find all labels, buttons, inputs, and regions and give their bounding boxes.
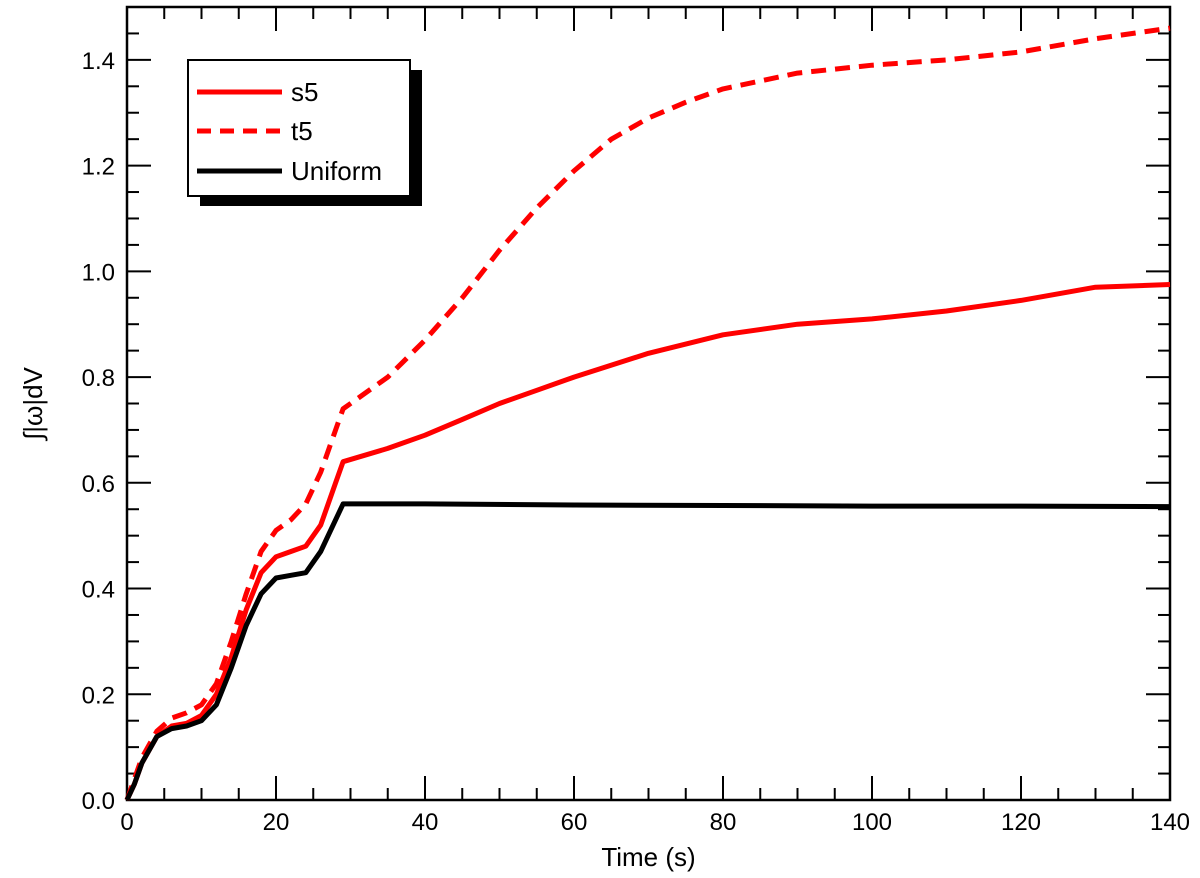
tick-labels: 0 20 40 60 80 100 120 140 0.0 0.2 0.4 0.6 0.8 1.0 1.2 1… [82,48,1190,836]
y-tick-label: 1.0 [82,259,115,286]
series-line-s5 [124,282,1171,802]
legend: s5 t5 Uniform [187,59,422,206]
x-tick-label: 20 [263,809,290,836]
y-axis-title: ∫|ω|dV [18,366,48,441]
y-tick-label: 0.4 [82,577,115,604]
x-tick-label: 0 [120,809,133,836]
x-axis-title: Time (s) [601,842,695,872]
series-lines [124,25,1171,802]
y-tick-label: 0.0 [82,788,115,815]
y-tick-label: 1.4 [82,48,115,75]
tick-marks [126,6,1171,801]
legend-label-s5: s5 [291,77,318,107]
x-tick-label: 140 [1150,809,1190,836]
series-line-uniform [124,501,1171,802]
series-line-t5 [124,25,1171,801]
x-tick-label: 80 [710,809,737,836]
y-tick-label: 0.8 [82,365,115,392]
x-tick-label: 60 [561,809,588,836]
x-tick-label: 40 [412,809,439,836]
y-tick-label: 0.2 [82,682,115,709]
y-tick-label: 0.6 [82,471,115,498]
x-tick-label: 100 [852,809,892,836]
legend-label-t5: t5 [291,116,313,146]
x-tick-label: 120 [1001,809,1041,836]
legend-label-uniform: Uniform [291,156,382,186]
y-tick-label: 1.2 [82,154,115,181]
